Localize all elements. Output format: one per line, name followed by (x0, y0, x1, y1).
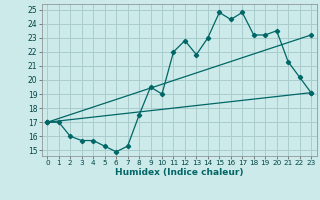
X-axis label: Humidex (Indice chaleur): Humidex (Indice chaleur) (115, 168, 244, 177)
